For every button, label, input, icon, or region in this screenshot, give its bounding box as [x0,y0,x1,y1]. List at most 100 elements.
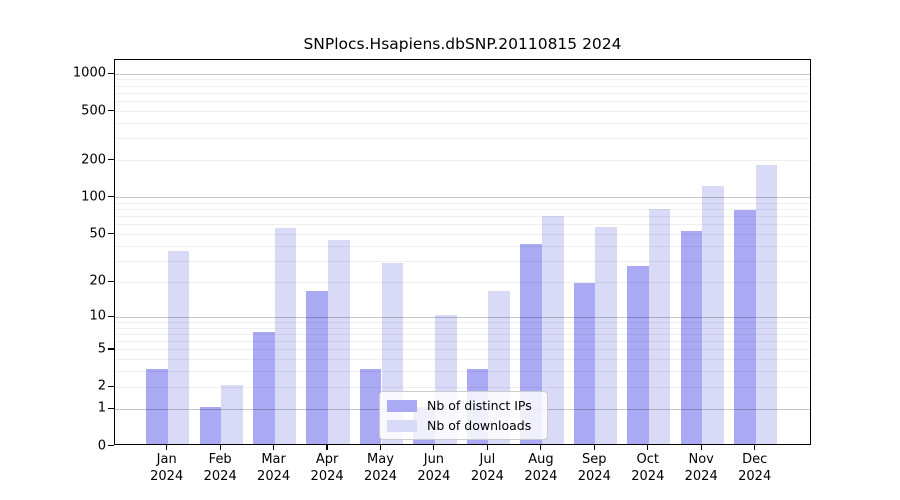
minor-gridline [115,341,810,343]
legend-row-distinct-ips: Nb of distinct IPs [387,398,539,413]
y-tick [108,72,114,74]
minor-gridline [115,260,810,262]
minor-gridline [115,216,810,218]
major-gridline [115,197,810,199]
year-label: 2024 [417,468,451,484]
year-label: 2024 [577,468,611,484]
x-tick [326,445,328,450]
x-tick [593,445,595,450]
y-tick [108,159,114,161]
month-label: Jun [423,452,445,467]
month-label: Aug [528,452,554,467]
minor-gridline [115,85,810,87]
month-label: Jan [156,452,177,467]
bar-apr-distinct-ips [306,291,329,444]
minor-gridline [115,321,810,323]
minor-gridline [115,122,810,124]
minor-gridline [115,160,810,162]
y-tick [108,385,114,387]
year-label: 2024 [470,468,504,484]
minor-gridline [115,234,810,236]
minor-gridline [115,349,810,351]
bar-aug-downloads [541,215,564,444]
x-tick-label-aug: Aug 2024 [513,452,569,485]
bar-sep-distinct-ips [573,282,596,444]
minor-gridline [115,327,810,329]
minor-gridline [115,202,810,204]
minor-gridline [115,209,810,211]
bar-feb-distinct-ips [199,406,222,444]
legend-swatch-downloads [387,419,417,432]
year-label: 2024 [524,468,558,484]
minor-gridline [115,138,810,140]
chart-title: SNPlocs.Hsapiens.dbSNP.20110815 2024 [303,35,622,53]
y-tick-label: 0 [97,438,106,453]
minor-gridline [115,333,810,335]
y-tick [108,280,114,283]
minor-gridline [115,92,810,94]
month-label: Feb [208,452,232,467]
y-tick [108,348,114,350]
x-tick-label-may: May 2024 [353,452,409,485]
legend-label-distinct-ips: Nb of distinct IPs [427,398,532,413]
minor-gridline [115,111,810,112]
month-label: May [367,452,394,467]
plot-area: Nb of distinct IPs Nb of downloads [114,59,811,445]
y-tick [108,315,114,317]
y-tick-label: 500 [81,103,106,118]
x-tick [486,445,488,450]
y-tick [108,110,114,112]
y-tick-label: 20 [89,273,106,289]
bar-mar-distinct-ips [252,331,275,444]
year-label: 2024 [738,468,772,484]
legend-row-downloads: Nb of downloads [387,418,539,433]
x-tick-label-feb: Feb 2024 [192,452,248,485]
major-gridline [115,316,810,318]
x-tick-label-jul: Jul 2024 [459,452,515,485]
x-tick [700,445,702,450]
bar-oct-downloads [648,209,671,444]
minor-gridline [115,386,810,388]
month-label: Oct [636,452,660,467]
year-label: 2024 [310,468,344,484]
y-tick-label: 100 [81,189,106,205]
month-label: Nov [688,452,714,467]
minor-gridline [115,281,810,283]
minor-gridline [115,224,810,226]
month-label: Jul [479,452,496,467]
bar-oct-distinct-ips [627,266,649,444]
x-tick-label-oct: Oct 2024 [620,452,676,485]
legend: Nb of distinct IPs Nb of downloads [379,391,548,440]
minor-gridline [115,371,810,373]
year-label: 2024 [684,468,718,484]
y-tick-label: 50 [89,226,106,242]
minor-gridline [115,359,810,361]
grid-layer [115,60,810,444]
x-tick-label-nov: Nov 2024 [673,452,729,485]
x-tick [379,445,382,450]
legend-swatch-distinct-ips [387,399,417,412]
x-tick [433,445,435,450]
month-label: Mar [261,452,286,467]
x-tick [273,445,275,450]
x-tick [754,445,756,450]
x-tick-label-apr: Apr 2024 [299,452,355,485]
year-label: 2024 [363,468,398,484]
year-label: 2024 [631,468,665,484]
y-tick [108,407,114,409]
x-tick-label-dec: Dec 2024 [727,452,783,485]
x-tick-label-jun: Jun 2024 [406,452,462,485]
bar-feb-downloads [221,384,243,444]
x-tick-label-mar: Mar 2024 [246,452,302,485]
year-label: 2024 [203,468,237,484]
x-tick [647,445,649,450]
x-tick [540,445,542,450]
bar-sep-downloads [595,227,617,444]
y-tick-label: 10 [89,308,106,324]
bar-mar-downloads [274,228,297,444]
minor-gridline [115,245,810,247]
month-label: Dec [742,452,768,467]
year-label: 2024 [150,468,184,484]
minor-gridline [115,101,810,103]
